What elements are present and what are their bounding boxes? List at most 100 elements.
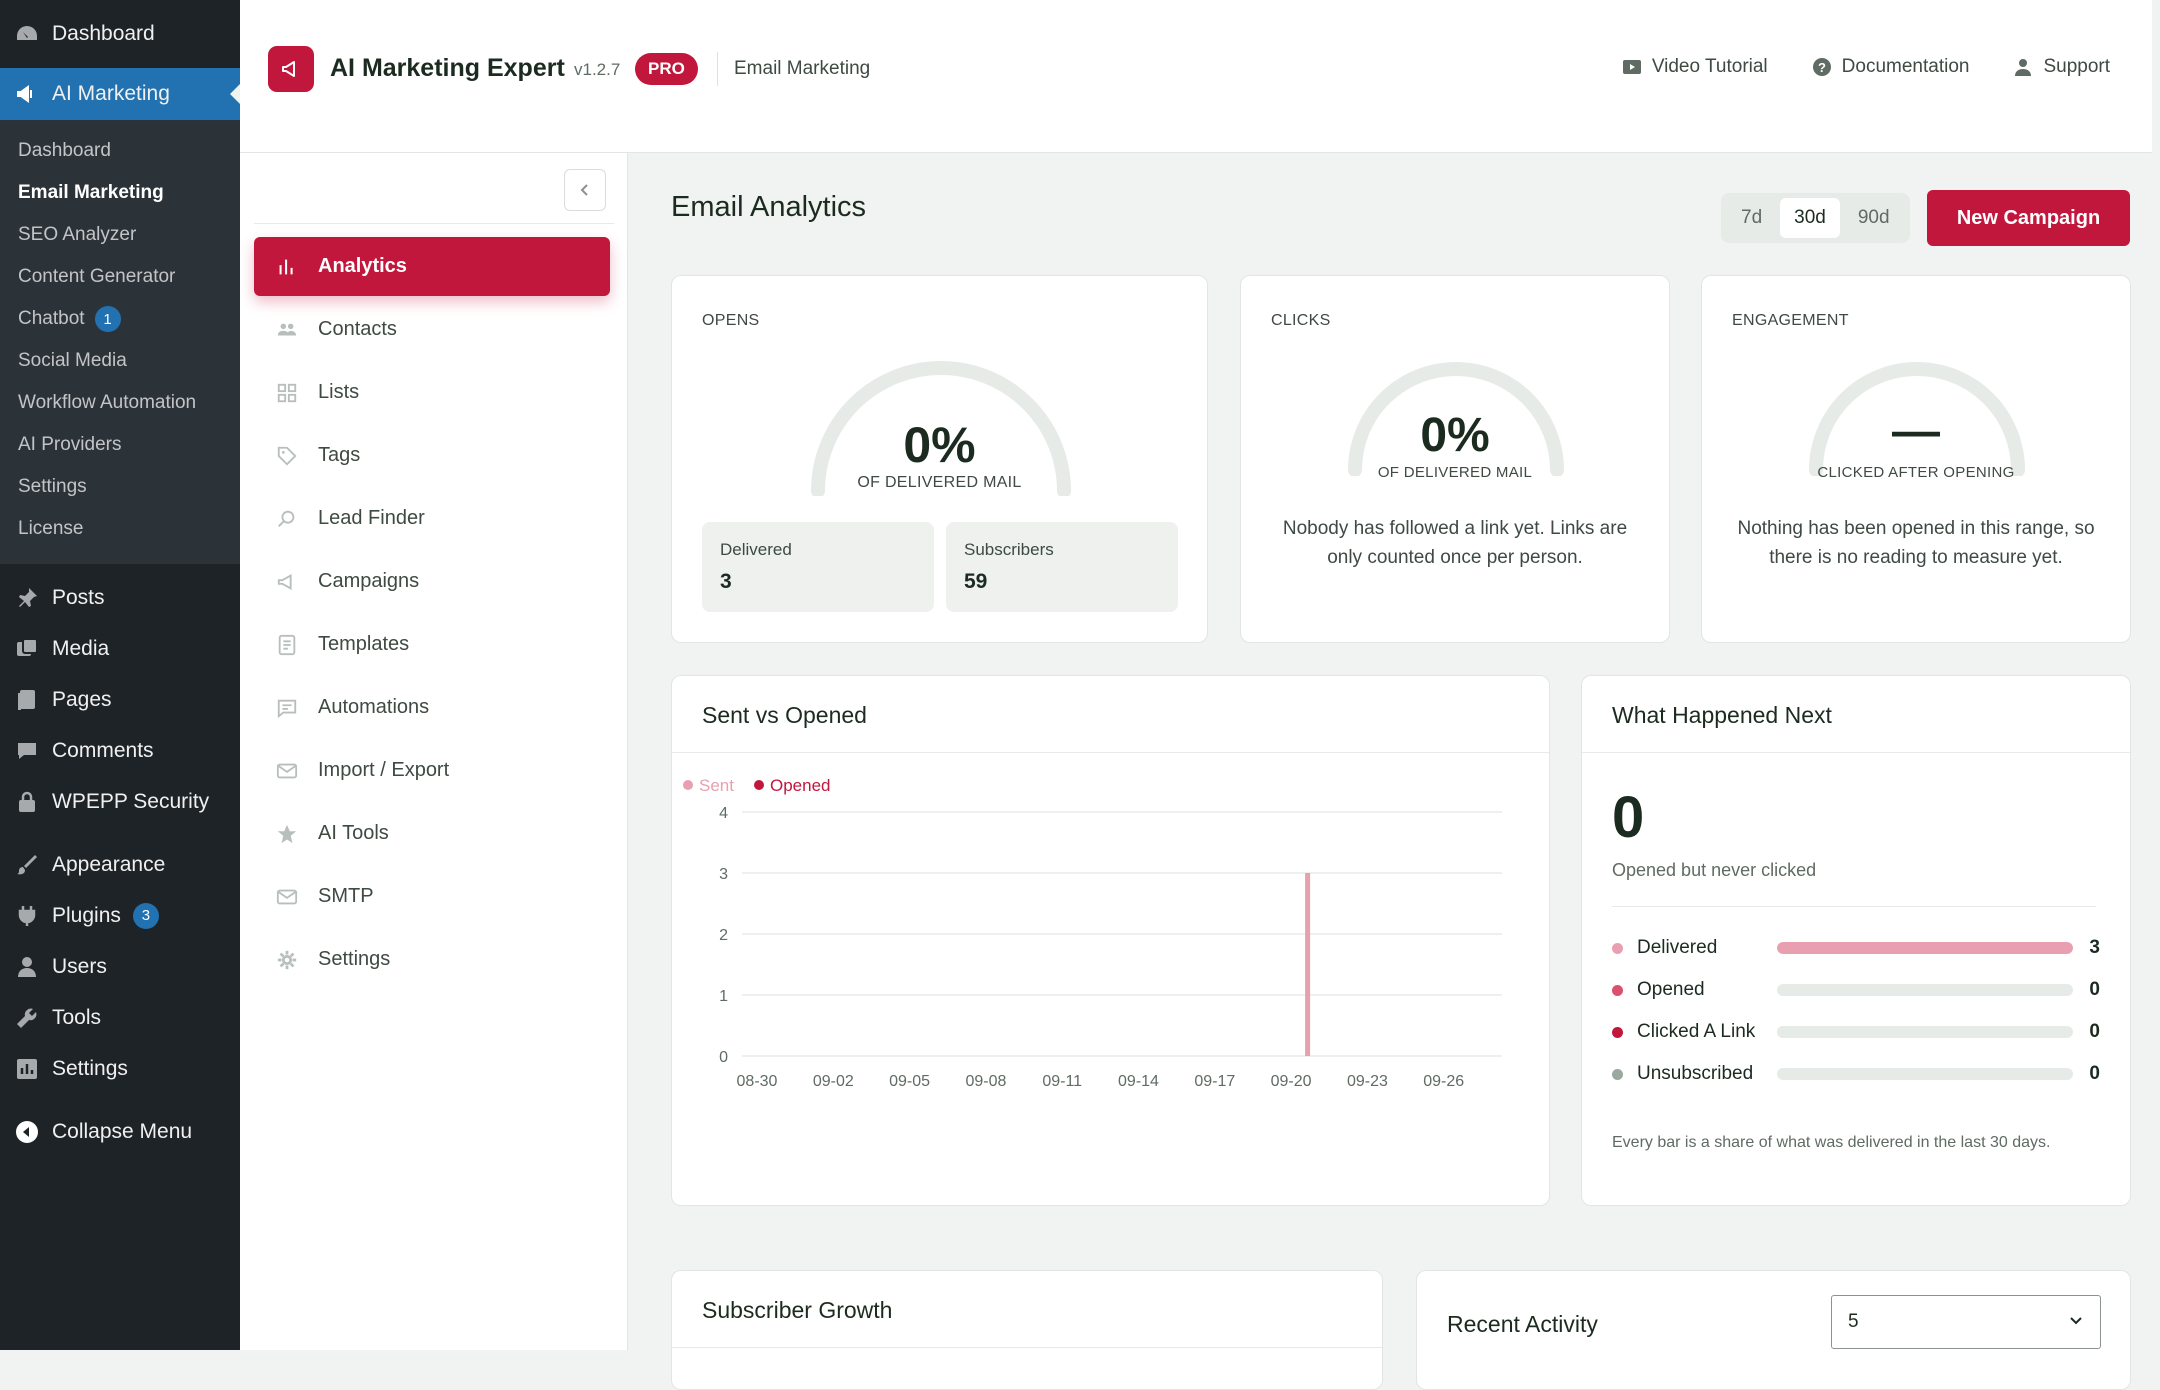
funnel-value: 3 xyxy=(2089,937,2100,958)
sidebar-item-label: Tags xyxy=(318,444,361,466)
range-30d[interactable]: 30d xyxy=(1780,198,1840,238)
delivered-stat: Delivered 3 xyxy=(702,522,934,612)
x-tick-label: 09-05 xyxy=(889,1073,930,1090)
video-tutorial-link[interactable]: Video Tutorial xyxy=(1622,56,1768,78)
wp-submenu-label: Dashboard xyxy=(18,140,111,161)
sidebar-item-import-export[interactable]: Import / Export xyxy=(254,741,610,800)
wp-menu-label: AI Marketing xyxy=(52,82,170,105)
engagement-label: ENGAGEMENT xyxy=(1732,312,1849,329)
sidebar-nav: Analytics Contacts Lists Tags Lead Finder Cam… xyxy=(254,237,610,993)
count-badge: 1 xyxy=(94,306,121,332)
sidebar-item-templates[interactable]: Templates xyxy=(254,615,610,674)
wp-submenu-item[interactable]: Social Media xyxy=(0,340,240,382)
wp-submenu-item[interactable]: SEO Analyzer xyxy=(0,214,240,256)
wp-submenu-item[interactable]: License xyxy=(0,508,240,550)
wp-menu-dashboard[interactable]: Dashboard xyxy=(0,0,240,68)
wp-menu-wpepp-security[interactable]: WPEPP Security xyxy=(0,776,240,827)
clicks-label: CLICKS xyxy=(1271,312,1331,329)
subscribers-stat: Subscribers 59 xyxy=(946,522,1178,612)
divider xyxy=(672,752,1549,753)
sidebar-item-lists[interactable]: Lists xyxy=(254,363,610,422)
wp-menu-pages[interactable]: Pages xyxy=(0,674,240,725)
sidebar-item-label: Automations xyxy=(318,696,430,718)
y-tick-label: 0 xyxy=(719,1049,728,1066)
wp-submenu-item[interactable]: Email Marketing xyxy=(0,172,240,214)
brand-logo xyxy=(268,46,314,92)
clicks-card: CLICKS 0% OF DELIVERED MAIL Nobody has f… xyxy=(1240,275,1670,643)
count-badge: 3 xyxy=(132,902,159,929)
envelope-icon xyxy=(276,760,298,782)
wp-submenu-item[interactable]: Chatbot 1 xyxy=(0,298,240,340)
wp-submenu-item[interactable]: Workflow Automation xyxy=(0,382,240,424)
wp-menu-appearance[interactable]: Appearance xyxy=(0,839,240,890)
sidebar-item-lead-finder[interactable]: Lead Finder xyxy=(254,489,610,548)
divider xyxy=(672,1347,1382,1348)
x-tick-label: 08-30 xyxy=(737,1073,778,1090)
sidebar-item-analytics[interactable]: Analytics xyxy=(254,237,610,296)
funnel-row: Unsubscribed 0 xyxy=(1612,1059,2100,1089)
range-7d[interactable]: 7d xyxy=(1741,207,1763,228)
wp-menu-plugins[interactable]: Plugins 3 xyxy=(0,890,240,941)
sidebar-item-label: Analytics xyxy=(318,255,407,277)
legend-marker xyxy=(754,780,764,790)
x-tick-label: 09-17 xyxy=(1194,1073,1235,1090)
wp-menu-users[interactable]: Users xyxy=(0,941,240,992)
megaphone-icon xyxy=(276,571,298,593)
wp-menu-media[interactable]: Media xyxy=(0,623,240,674)
subscriber-growth-card: Subscriber Growth xyxy=(671,1270,1383,1390)
sidebar-item-settings[interactable]: Settings xyxy=(254,930,610,989)
x-tick-label: 09-11 xyxy=(1042,1073,1082,1090)
sidebar-item-label: Lead Finder xyxy=(318,507,425,529)
wp-submenu-item[interactable]: AI Providers xyxy=(0,424,240,466)
support-link[interactable]: Support xyxy=(2013,56,2110,78)
wp-menu-tools[interactable]: Tools xyxy=(0,992,240,1043)
legend-label: Sent xyxy=(699,776,734,795)
wp-submenu-item[interactable]: Dashboard xyxy=(0,130,240,172)
funnel-bar-track xyxy=(1777,1068,2073,1080)
engagement-value: — xyxy=(1892,405,1940,458)
activity-count-select[interactable]: 5 xyxy=(1831,1295,2101,1349)
funnel-row: Opened 0 xyxy=(1612,975,2100,1005)
sidebar-item-automations[interactable]: Automations xyxy=(254,678,610,737)
engagement-gauge xyxy=(1809,362,2025,476)
recent-activity-card: Recent Activity 5 xyxy=(1416,1270,2131,1390)
sidebar-item-contacts[interactable]: Contacts xyxy=(254,300,610,359)
wp-menu-comments[interactable]: Comments xyxy=(0,725,240,776)
subscribers-label: Subscribers xyxy=(964,540,1054,559)
svg-text:?: ? xyxy=(1818,60,1826,75)
sidebar-collapse-button[interactable] xyxy=(564,169,606,211)
wp-menu-label: Dashboard xyxy=(52,22,155,45)
wp-submenu-item[interactable]: Content Generator xyxy=(0,256,240,298)
sent-vs-opened-title: Sent vs Opened xyxy=(702,702,867,728)
new-campaign-button[interactable]: New Campaign xyxy=(1927,190,2130,246)
collapse-menu[interactable]: Collapse Menu xyxy=(0,1106,240,1157)
funnel-row: Delivered 3 xyxy=(1612,933,2100,963)
delivered-value: 3 xyxy=(720,570,732,593)
user-icon xyxy=(14,954,40,980)
sidebar-item-smtp[interactable]: SMTP xyxy=(254,867,610,926)
pin-icon xyxy=(14,585,40,611)
wp-menu-settings[interactable]: Settings xyxy=(0,1043,240,1094)
sidebar-item-ai-tools[interactable]: AI Tools xyxy=(254,804,610,863)
opens-sub: OF DELIVERED MAIL xyxy=(857,474,1022,491)
wp-submenu: Dashboard Email Marketing SEO Analyzer Cont… xyxy=(0,120,240,564)
range-90d[interactable]: 90d xyxy=(1857,207,1890,228)
funnel-label: Unsubscribed xyxy=(1637,1063,1754,1084)
sidebar-item-tags[interactable]: Tags xyxy=(254,426,610,485)
wp-menu-posts[interactable]: Posts xyxy=(0,572,240,623)
sidebar-item-campaigns[interactable]: Campaigns xyxy=(254,552,610,611)
grid-icon xyxy=(276,382,298,404)
documentation-link[interactable]: ? Documentation xyxy=(1812,56,1969,78)
chat-icon xyxy=(276,697,298,719)
x-tick-label: 09-02 xyxy=(813,1073,854,1090)
sidebar-item-label: Campaigns xyxy=(318,570,420,592)
legend-dot xyxy=(1612,1068,1623,1080)
wp-menu-label: WPEPP Security xyxy=(52,789,210,813)
wp-submenu-item[interactable]: Settings xyxy=(0,466,240,508)
wp-submenu-label: SEO Analyzer xyxy=(18,224,137,245)
wp-menu-ai-marketing[interactable]: AI Marketing xyxy=(0,68,240,120)
sidebar-item-label: Lists xyxy=(318,381,360,403)
funnel-bar-track xyxy=(1777,984,2073,996)
legend-dot xyxy=(1612,942,1623,954)
collapse-icon xyxy=(14,1119,40,1145)
